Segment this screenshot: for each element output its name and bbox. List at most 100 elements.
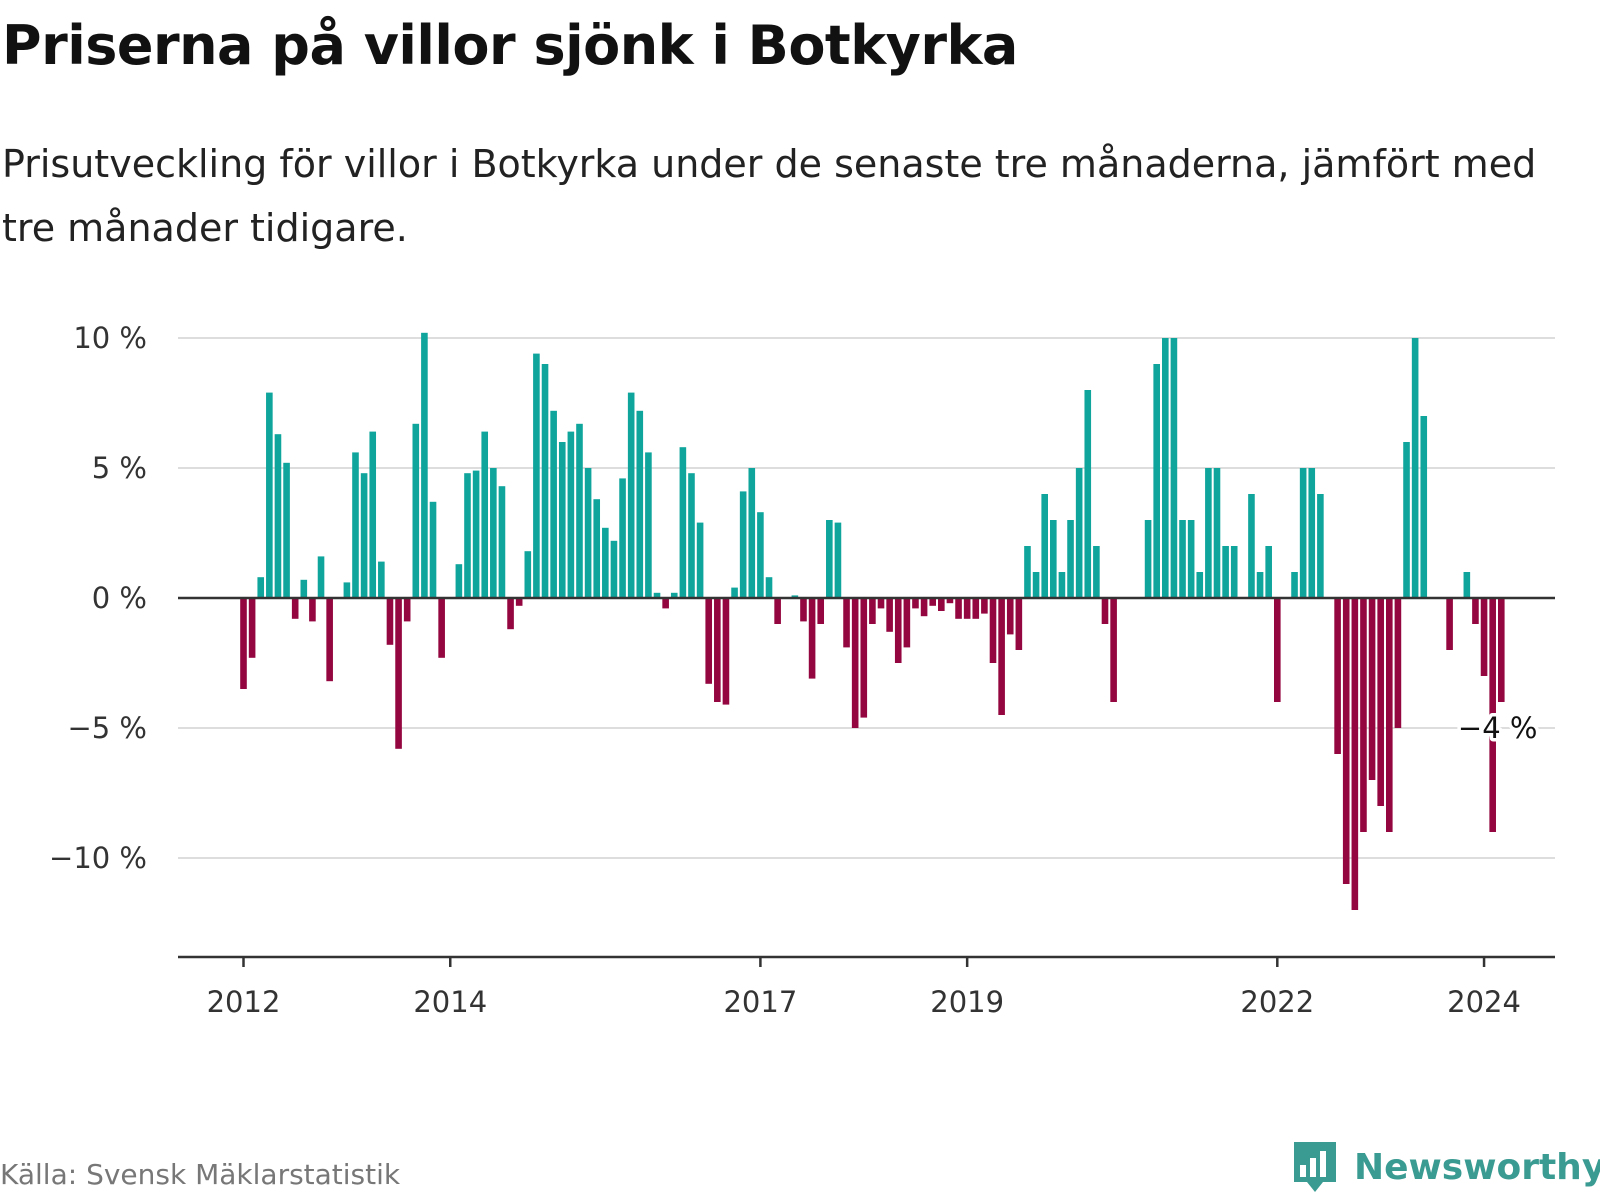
bar — [524, 551, 532, 598]
bar — [1015, 598, 1023, 650]
x-tick-label: 2024 — [1447, 985, 1521, 1019]
bar — [240, 598, 247, 689]
bar — [757, 512, 764, 598]
axes — [178, 596, 1555, 967]
bar — [1032, 572, 1040, 598]
bar — [395, 598, 402, 749]
bar — [774, 598, 781, 624]
bar — [1110, 598, 1117, 702]
bar — [326, 598, 333, 682]
brand-name: Newsworthy — [1354, 1146, 1600, 1188]
bar — [1075, 468, 1083, 598]
bar — [248, 598, 256, 658]
bar — [1050, 520, 1057, 598]
bar — [1170, 338, 1178, 598]
bar — [490, 468, 497, 598]
bar — [963, 598, 971, 619]
bar — [343, 582, 351, 598]
bar — [834, 522, 842, 598]
bar — [455, 564, 463, 598]
bar-chart-icon — [1294, 1142, 1336, 1192]
bar — [421, 332, 428, 598]
chart-title: Priserna på villor sjönk i Botkyrka — [2, 14, 1018, 77]
bar — [1205, 468, 1212, 598]
bar — [1342, 598, 1350, 884]
bar — [515, 598, 523, 606]
bar — [309, 598, 316, 622]
bar — [378, 561, 385, 598]
latest-value-label: −4 % — [1458, 711, 1538, 745]
bar — [765, 577, 773, 598]
bar — [533, 353, 540, 598]
bar — [955, 598, 962, 619]
bar — [1187, 520, 1195, 598]
bar — [584, 468, 592, 598]
bar — [627, 392, 635, 598]
bar — [1446, 598, 1453, 650]
bar — [472, 470, 480, 598]
bar — [826, 520, 833, 598]
bar — [869, 598, 876, 624]
bar — [1497, 598, 1505, 702]
bar — [1179, 520, 1186, 598]
bar — [541, 364, 549, 598]
x-tick-label: 2019 — [930, 985, 1004, 1019]
bar — [403, 598, 411, 622]
bar — [800, 598, 807, 622]
bar — [1101, 598, 1109, 624]
bar — [808, 598, 816, 679]
bar — [1377, 598, 1384, 806]
bar — [1093, 546, 1100, 598]
bar — [1084, 390, 1092, 598]
bar — [886, 598, 893, 632]
bar — [550, 410, 557, 598]
bar — [748, 468, 756, 598]
bar — [1006, 598, 1014, 635]
bar-series — [240, 332, 1505, 910]
bar — [1368, 598, 1376, 780]
bar — [558, 442, 566, 598]
bar — [1024, 546, 1031, 598]
bar — [817, 598, 825, 624]
bar — [1222, 546, 1229, 598]
bar — [843, 598, 850, 648]
x-tick-label: 2022 — [1240, 985, 1314, 1019]
bar — [938, 598, 945, 611]
bar — [593, 499, 601, 598]
bar — [653, 592, 661, 598]
bar — [1265, 546, 1272, 598]
bar — [1256, 572, 1264, 598]
latest-value-halo: −4 % — [1458, 711, 1538, 745]
bar — [1308, 468, 1316, 598]
bar — [1420, 416, 1428, 598]
bar — [464, 473, 471, 598]
bar — [1411, 338, 1419, 598]
bar — [1299, 468, 1307, 598]
bar — [1213, 468, 1221, 598]
bar — [291, 598, 299, 619]
x-tick-label: 2012 — [207, 985, 281, 1019]
bar — [688, 473, 695, 598]
bar — [274, 434, 282, 598]
bar — [636, 410, 644, 598]
bar — [1196, 572, 1204, 598]
bar — [1144, 520, 1152, 598]
bar — [1360, 598, 1367, 832]
bar — [645, 452, 652, 598]
bar — [946, 598, 954, 604]
bar — [1386, 598, 1393, 832]
bar — [722, 598, 730, 705]
bar — [369, 431, 377, 598]
bar — [998, 598, 1005, 715]
bar — [981, 598, 988, 614]
bar — [1472, 598, 1479, 624]
y-tick-label: −5 % — [67, 711, 147, 745]
bar — [1317, 494, 1324, 598]
bar — [1489, 598, 1496, 832]
bar — [481, 431, 489, 598]
bar — [670, 592, 678, 598]
y-tick-label: 0 % — [92, 581, 147, 615]
bar — [283, 462, 290, 598]
bar — [920, 598, 928, 617]
bar — [1230, 546, 1238, 598]
